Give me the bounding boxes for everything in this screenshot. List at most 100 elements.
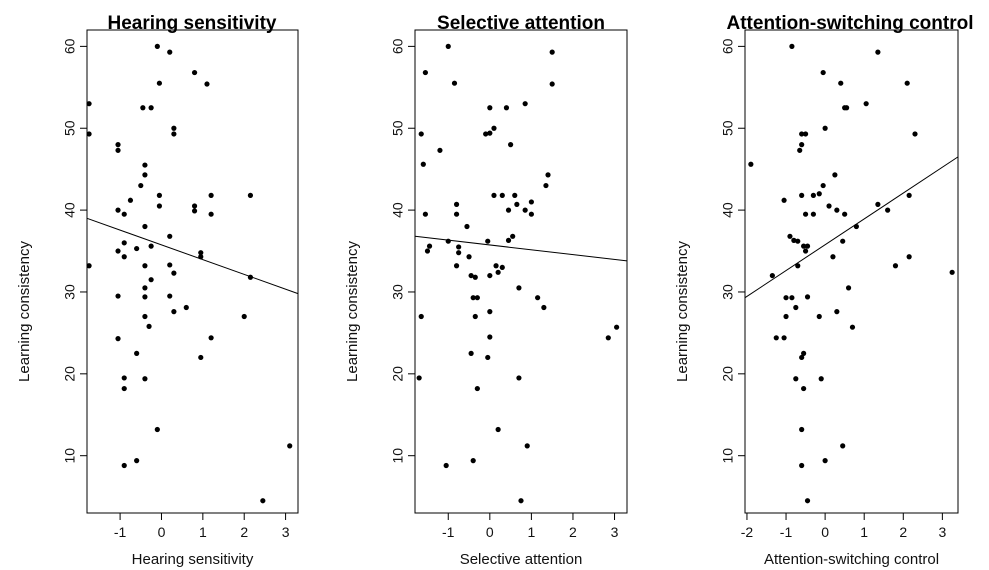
plot-frame: [744, 29, 959, 514]
data-point: [605, 335, 611, 341]
data-point: [528, 199, 534, 205]
data-point: [801, 243, 807, 249]
data-point: [769, 272, 775, 279]
data-point: [171, 309, 177, 315]
x-tick-label: 1: [860, 524, 868, 540]
data-point: [799, 192, 805, 198]
data-point: [549, 81, 555, 87]
data-point: [822, 125, 828, 131]
data-point: [140, 105, 146, 111]
data-point: [522, 101, 528, 107]
data-point: [493, 263, 499, 269]
y-tick-label: 40: [720, 202, 736, 218]
data-point: [191, 203, 198, 209]
data-point: [802, 131, 809, 137]
data-point: [795, 263, 801, 269]
data-point: [505, 207, 512, 213]
data-point: [816, 191, 822, 197]
data-point: [543, 182, 549, 189]
data-point: [832, 172, 838, 178]
x-tick-label: 0: [486, 524, 494, 540]
data-point: [156, 203, 163, 209]
data-point: [134, 245, 140, 252]
data-point: [875, 49, 881, 55]
data-point: [793, 304, 799, 311]
data-point: [528, 211, 534, 217]
data-point: [142, 162, 148, 168]
x-axis-label: Attention-switching control: [764, 551, 939, 568]
data-point: [545, 172, 551, 178]
data-point: [781, 197, 787, 203]
data-point: [789, 43, 795, 49]
data-point: [795, 238, 801, 244]
data-point: [472, 274, 478, 280]
data-point: [138, 182, 144, 189]
chart-panel-selective: Selective attention -1 0 1 2 3 10 20 30 40 50 60 Sel…: [344, 13, 628, 568]
data-point: [773, 335, 779, 341]
data-point: [171, 270, 177, 276]
data-point: [849, 324, 856, 330]
data-point: [485, 238, 491, 244]
data-point: [142, 223, 148, 230]
data-point: [799, 354, 805, 361]
data-point: [416, 375, 422, 381]
x-tick-label: -1: [780, 524, 793, 540]
y-tick-label: 50: [390, 120, 406, 136]
data-point: [115, 142, 121, 148]
data-point: [148, 105, 154, 111]
data-point: [822, 458, 828, 464]
data-point: [422, 69, 428, 76]
data-point: [422, 211, 428, 217]
data-point: [842, 211, 848, 217]
x-axis-label: Selective attention: [460, 551, 583, 568]
data-point: [418, 131, 424, 137]
data-point: [541, 304, 547, 311]
data-point: [86, 263, 92, 269]
x-tick-label: 3: [938, 524, 946, 540]
data-point: [804, 243, 811, 249]
data-point: [86, 101, 92, 107]
data-point: [483, 131, 489, 137]
data-point: [121, 375, 127, 381]
data-point: [816, 313, 822, 320]
data-point: [426, 243, 433, 249]
chart-title: Attention-switching control: [727, 13, 974, 34]
data-point: [470, 458, 476, 464]
data-point: [820, 182, 826, 189]
data-point: [121, 240, 127, 246]
data-point: [127, 197, 134, 203]
y-tick-label: 30: [62, 284, 78, 300]
data-point: [892, 263, 899, 269]
data-point: [154, 43, 160, 49]
y-axis-label: Learning consistency: [674, 241, 691, 382]
data-point: [495, 426, 501, 433]
data-point: [121, 211, 127, 217]
data-point: [791, 237, 797, 243]
data-point: [418, 313, 424, 320]
data-point: [121, 254, 127, 260]
x-tick-label: 3: [611, 524, 619, 540]
data-point: [801, 385, 807, 392]
data-point: [445, 43, 451, 49]
data-point: [260, 498, 266, 504]
data-point: [156, 192, 163, 198]
x-tick-label: 2: [569, 524, 577, 540]
data-point: [445, 238, 451, 244]
data-point: [198, 254, 204, 260]
data-point: [804, 498, 811, 504]
data-point: [518, 498, 524, 504]
chart-title: Hearing sensitivity: [108, 13, 277, 34]
data-point: [853, 223, 859, 230]
data-point: [912, 131, 918, 137]
data-point: [614, 324, 620, 330]
data-point: [142, 294, 148, 300]
data-point: [453, 263, 460, 269]
data-point: [115, 336, 121, 342]
data-point: [466, 254, 472, 260]
data-point: [818, 376, 824, 382]
data-point: [885, 207, 891, 213]
x-tick-label: -1: [114, 524, 127, 540]
data-point: [474, 385, 480, 392]
data-point: [906, 192, 912, 198]
